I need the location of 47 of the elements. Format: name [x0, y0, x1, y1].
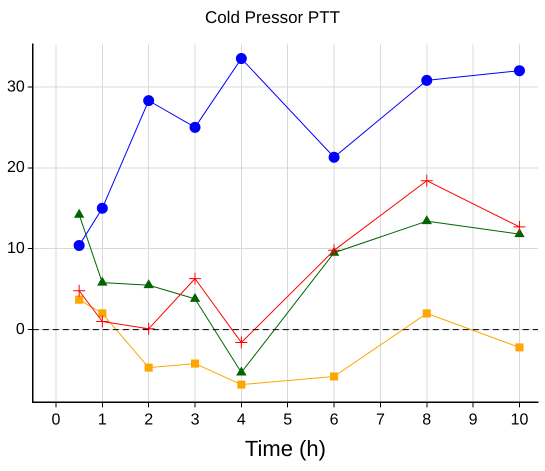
point	[515, 343, 524, 352]
x-tick-label: 3	[190, 411, 200, 428]
point	[188, 272, 202, 286]
point	[190, 122, 201, 133]
point	[328, 152, 340, 163]
y-tick-label: 0	[16, 320, 25, 338]
point	[142, 322, 156, 336]
point	[96, 202, 108, 214]
point	[234, 336, 248, 350]
point	[190, 293, 200, 302]
point	[420, 174, 434, 188]
point	[236, 53, 247, 64]
point	[144, 280, 154, 288]
point	[190, 360, 200, 368]
point	[97, 277, 108, 286]
point	[328, 244, 341, 257]
x-tick-label: 1	[98, 411, 107, 428]
y-tick-label: 30	[7, 78, 25, 96]
point	[143, 95, 154, 106]
chart-title: Cold Pressor PTT	[204, 8, 340, 27]
point	[72, 284, 86, 298]
x-tick-label: 4	[236, 411, 246, 428]
point	[75, 296, 84, 304]
x-tick-label: 10	[510, 411, 528, 428]
point	[514, 65, 525, 76]
point	[422, 216, 432, 224]
point	[330, 372, 338, 381]
x-tick-label: 0	[52, 411, 61, 428]
point	[98, 309, 106, 318]
point	[74, 240, 85, 251]
x-tick-label: 2	[144, 411, 154, 428]
y-tick-label: 10	[7, 240, 25, 258]
x-tick-label: 8	[422, 411, 432, 428]
x-axis-title: Time (h)	[244, 436, 326, 461]
point	[236, 366, 246, 376]
x-tick-label: 6	[330, 411, 339, 428]
point	[144, 364, 153, 372]
x-tick-label: 5	[283, 411, 292, 428]
y-tick-label: 20	[7, 159, 25, 176]
point	[512, 220, 526, 234]
point	[96, 314, 109, 328]
x-tick-label: 9	[468, 411, 478, 428]
x-tick-label: 7	[376, 411, 385, 428]
point	[237, 380, 246, 389]
point	[74, 209, 84, 218]
point	[422, 309, 431, 318]
point	[421, 74, 432, 86]
